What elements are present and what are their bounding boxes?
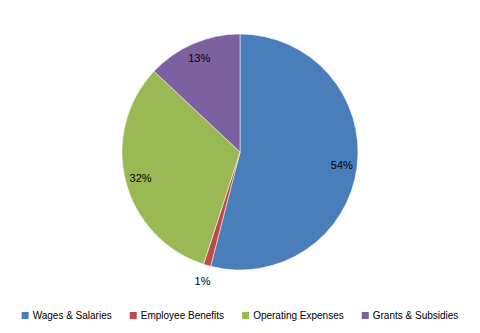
legend-label: Employee Benefits bbox=[141, 310, 224, 321]
data-label: 1% bbox=[195, 275, 211, 287]
legend-label: Grants & Subsidies bbox=[373, 310, 459, 321]
legend-swatch bbox=[130, 312, 137, 319]
legend-label: Wages & Salaries bbox=[33, 310, 112, 321]
legend-swatch bbox=[362, 312, 369, 319]
legend: Wages & Salaries Employee Benefits Operati… bbox=[22, 310, 459, 321]
legend-swatch bbox=[242, 312, 249, 319]
chart: 54% 1% 32% 13% Wages & Salaries Employee Bene… bbox=[0, 0, 480, 333]
slices bbox=[122, 34, 358, 270]
legend-label: Operating Expenses bbox=[253, 310, 344, 321]
pie-slice bbox=[154, 34, 240, 152]
legend-swatch bbox=[22, 312, 29, 319]
data-label: 54% bbox=[331, 159, 353, 171]
data-label: 32% bbox=[130, 172, 152, 184]
data-label: 13% bbox=[188, 52, 210, 64]
